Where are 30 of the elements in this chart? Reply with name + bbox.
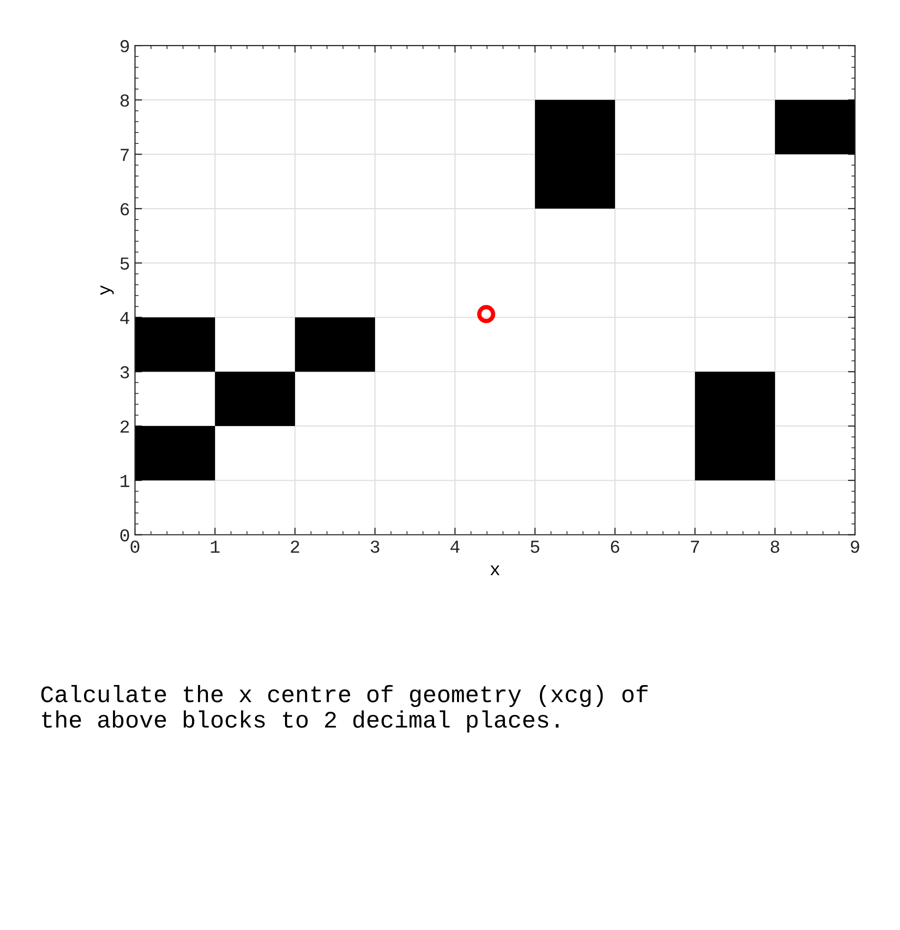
bar	[135, 426, 215, 480]
y-tick-label: 3	[120, 366, 129, 378]
y-tick-label: 7	[120, 148, 129, 161]
y-tick-label: 0	[120, 529, 130, 542]
x-tick-label: 1	[210, 540, 220, 553]
y-tick-label: 1	[120, 475, 130, 487]
x-tick-label: 8	[770, 540, 780, 553]
x-tick-label: 4	[450, 540, 460, 553]
x-tick-label: 2	[290, 540, 300, 553]
y-tick-label: 9	[120, 40, 129, 52]
text: Calculate the x centre of geometry (xcg) of the above blocks to 2 decimal places.	[41, 685, 648, 732]
x-tick-label: 6	[610, 540, 620, 553]
bar	[535, 100, 615, 209]
bar	[215, 372, 295, 426]
y-tick-label: 8	[120, 94, 129, 107]
bar	[295, 317, 375, 372]
x-tick-label: 9	[850, 540, 860, 553]
y-tick-label: 6	[120, 203, 129, 216]
bar	[135, 317, 215, 372]
y-tick-label: 5	[120, 258, 129, 270]
x-tick-label: 3	[370, 540, 380, 553]
x-tick-label: 0	[130, 540, 140, 553]
bar	[775, 100, 855, 154]
x-axis-title: x	[490, 566, 500, 576]
bar	[695, 372, 775, 480]
x-tick-label: 7	[690, 540, 700, 553]
y-tick-label: 2	[120, 420, 129, 433]
y-axis-title: y	[100, 285, 114, 295]
x-tick-label: 5	[530, 540, 540, 553]
y-tick-label: 4	[120, 312, 130, 324]
